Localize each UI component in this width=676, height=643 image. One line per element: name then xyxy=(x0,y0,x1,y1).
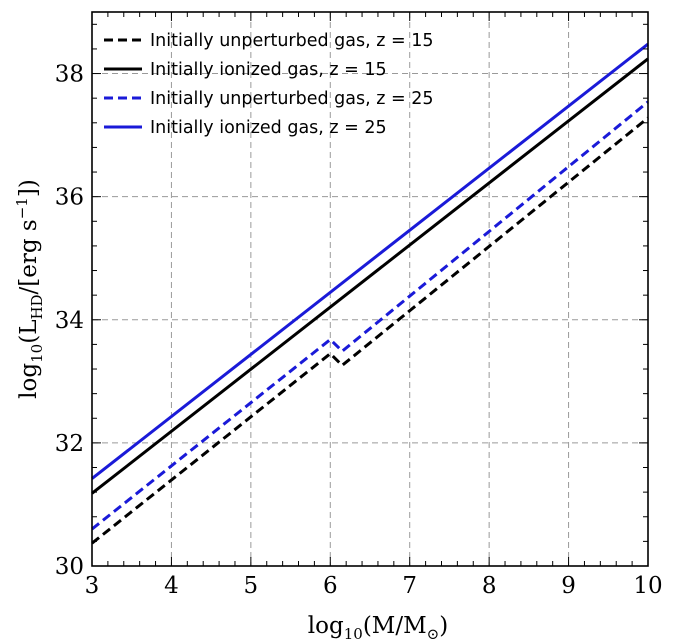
legend-label-4: Initially ionized gas, z = 25 xyxy=(150,118,387,138)
legend-label-3: Initially unperturbed gas, z = 25 xyxy=(150,89,433,109)
y-tick-label: 32 xyxy=(55,431,84,457)
series-line-3 xyxy=(91,100,649,531)
y-axis-title: log10(LHD/[erg s−1]) xyxy=(13,179,46,399)
x-tick-label: 3 xyxy=(85,573,100,599)
x-tick-label: 8 xyxy=(482,573,497,599)
y-tick-label: 34 xyxy=(55,308,84,334)
legend-label-2: Initially ionized gas, z = 15 xyxy=(150,60,387,80)
y-tick-label: 38 xyxy=(55,62,84,88)
x-tick-label: 10 xyxy=(633,573,662,599)
x-tick-label: 9 xyxy=(561,573,576,599)
x-tick-label: 6 xyxy=(323,573,338,599)
series-line-1 xyxy=(91,116,649,545)
series-lines xyxy=(91,42,649,545)
x-axis-title: log10(M/M⊙) xyxy=(308,613,448,643)
x-tick-label: 4 xyxy=(164,573,179,599)
legend-label-1: Initially unperturbed gas, z = 15 xyxy=(150,31,433,51)
axis-ticks xyxy=(91,12,649,567)
plot-frame xyxy=(91,11,649,567)
x-tick-label: 5 xyxy=(244,573,259,599)
series-line-2 xyxy=(91,57,649,495)
series-line-4 xyxy=(91,42,649,480)
legend: Initially unperturbed gas, z = 15 Initial… xyxy=(104,31,433,138)
y-tick-label: 30 xyxy=(55,554,84,580)
y-tick-label: 36 xyxy=(55,185,84,211)
grid-lines xyxy=(92,12,648,566)
x-tick-label: 7 xyxy=(402,573,417,599)
